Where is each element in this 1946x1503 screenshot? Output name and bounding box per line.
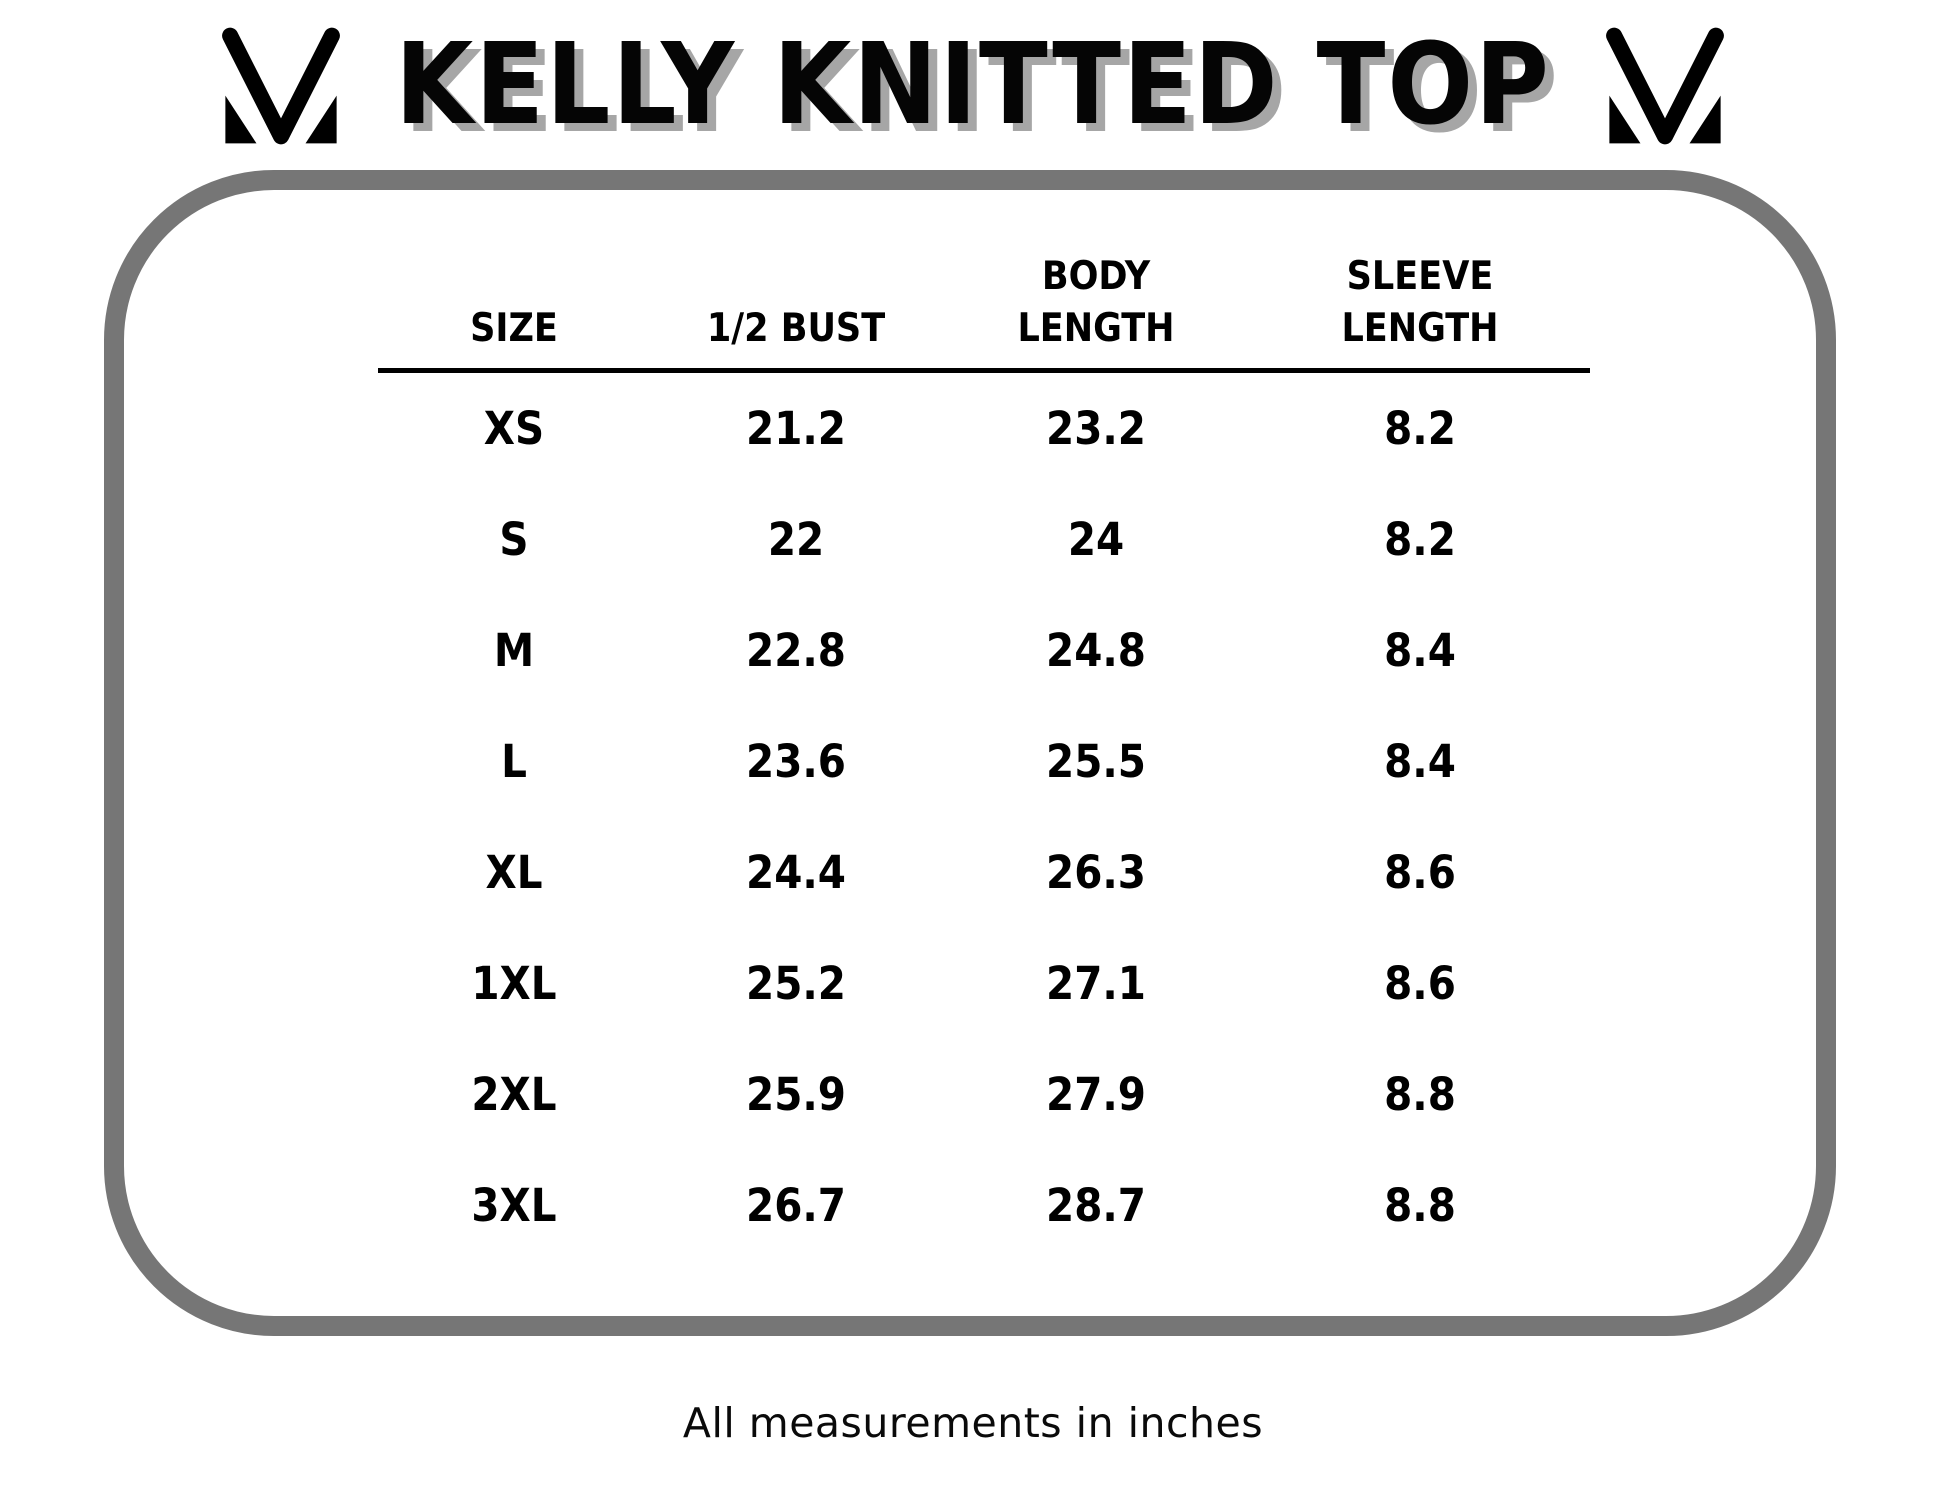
- size-cell: XL: [485, 846, 543, 899]
- page-title: KELLY KNITTED TOP: [395, 20, 1551, 150]
- half-bust-cell: 25.9: [746, 1068, 846, 1121]
- sleeve-length-cell: 8.4: [1384, 624, 1456, 677]
- half-bust-cell: 23.6: [746, 735, 846, 788]
- column-header-label: 1/2 BUST: [706, 305, 886, 351]
- table-row: L 23.6 25.5 8.4: [378, 706, 1590, 817]
- rounded-frame: [104, 170, 1836, 1336]
- brand-monogram-icon: [1605, 27, 1724, 144]
- size-cell: XS: [483, 402, 545, 455]
- body-length-cell: 24.8: [1046, 624, 1146, 677]
- sleeve-length-cell: 8.8: [1384, 1068, 1456, 1121]
- column-header-label: SIZE: [470, 305, 558, 351]
- table-row: 2XL 25.9 27.9 8.8: [378, 1039, 1590, 1150]
- half-bust-cell: 22: [767, 513, 825, 566]
- measurement-unit-note: All measurements in inches: [682, 1399, 1264, 1447]
- table-row: XL 24.4 26.3 8.6: [378, 817, 1590, 928]
- body-length-cell: 28.7: [1046, 1179, 1146, 1232]
- column-header-label: LENGTH: [1017, 305, 1175, 351]
- half-bust-cell: 25.2: [746, 957, 846, 1010]
- body-length-cell: 27.9: [1046, 1068, 1146, 1121]
- brand-monogram-icon: [222, 27, 341, 144]
- size-cell: 3XL: [471, 1179, 557, 1232]
- table-row: M 22.8 24.8 8.4: [378, 595, 1590, 706]
- sleeve-length-cell: 8.2: [1384, 402, 1456, 455]
- table-row: 3XL 26.7 28.7 8.8: [378, 1150, 1590, 1261]
- body-length-cell: 24: [1067, 513, 1125, 566]
- sleeve-length-cell: 8.6: [1384, 957, 1456, 1010]
- body-length-cell: 25.5: [1046, 735, 1146, 788]
- table-row: XS 21.2 23.2 8.2: [378, 373, 1590, 484]
- table-row: 1XL 25.2 27.1 8.6: [378, 928, 1590, 1039]
- column-header-sleeve-length: SLEEVE LENGTH: [1250, 251, 1590, 368]
- column-header-label: SLEEVE: [1346, 254, 1494, 300]
- size-cell: 1XL: [471, 957, 557, 1010]
- half-bust-cell: 24.4: [746, 846, 846, 899]
- body-length-cell: 27.1: [1046, 957, 1146, 1010]
- column-header-body-length: BODY LENGTH: [942, 251, 1250, 368]
- body-length-cell: 23.2: [1046, 402, 1146, 455]
- half-bust-cell: 22.8: [746, 624, 846, 677]
- sleeve-length-cell: 8.6: [1384, 846, 1456, 899]
- size-cell: M: [493, 624, 535, 677]
- title-row: KELLY KNITTED TOP: [0, 20, 1946, 150]
- sleeve-length-cell: 8.8: [1384, 1179, 1456, 1232]
- half-bust-cell: 21.2: [746, 402, 846, 455]
- size-cell: 2XL: [471, 1068, 557, 1121]
- size-chart-table: SIZE 1/2 BUST BODY LENGTH SLEEVE LENGTH …: [378, 238, 1590, 1261]
- column-header-size: SIZE: [378, 303, 650, 368]
- column-header-half-bust: 1/2 BUST: [650, 303, 942, 368]
- size-cell: S: [499, 513, 529, 566]
- table-header-row: SIZE 1/2 BUST BODY LENGTH SLEEVE LENGTH: [378, 238, 1590, 373]
- table-row: S 22 24 8.2: [378, 484, 1590, 595]
- size-cell: L: [501, 735, 527, 788]
- half-bust-cell: 26.7: [746, 1179, 846, 1232]
- sleeve-length-cell: 8.2: [1384, 513, 1456, 566]
- column-header-label: LENGTH: [1341, 305, 1499, 351]
- sleeve-length-cell: 8.4: [1384, 735, 1456, 788]
- column-header-label: BODY: [1041, 254, 1151, 300]
- body-length-cell: 26.3: [1046, 846, 1146, 899]
